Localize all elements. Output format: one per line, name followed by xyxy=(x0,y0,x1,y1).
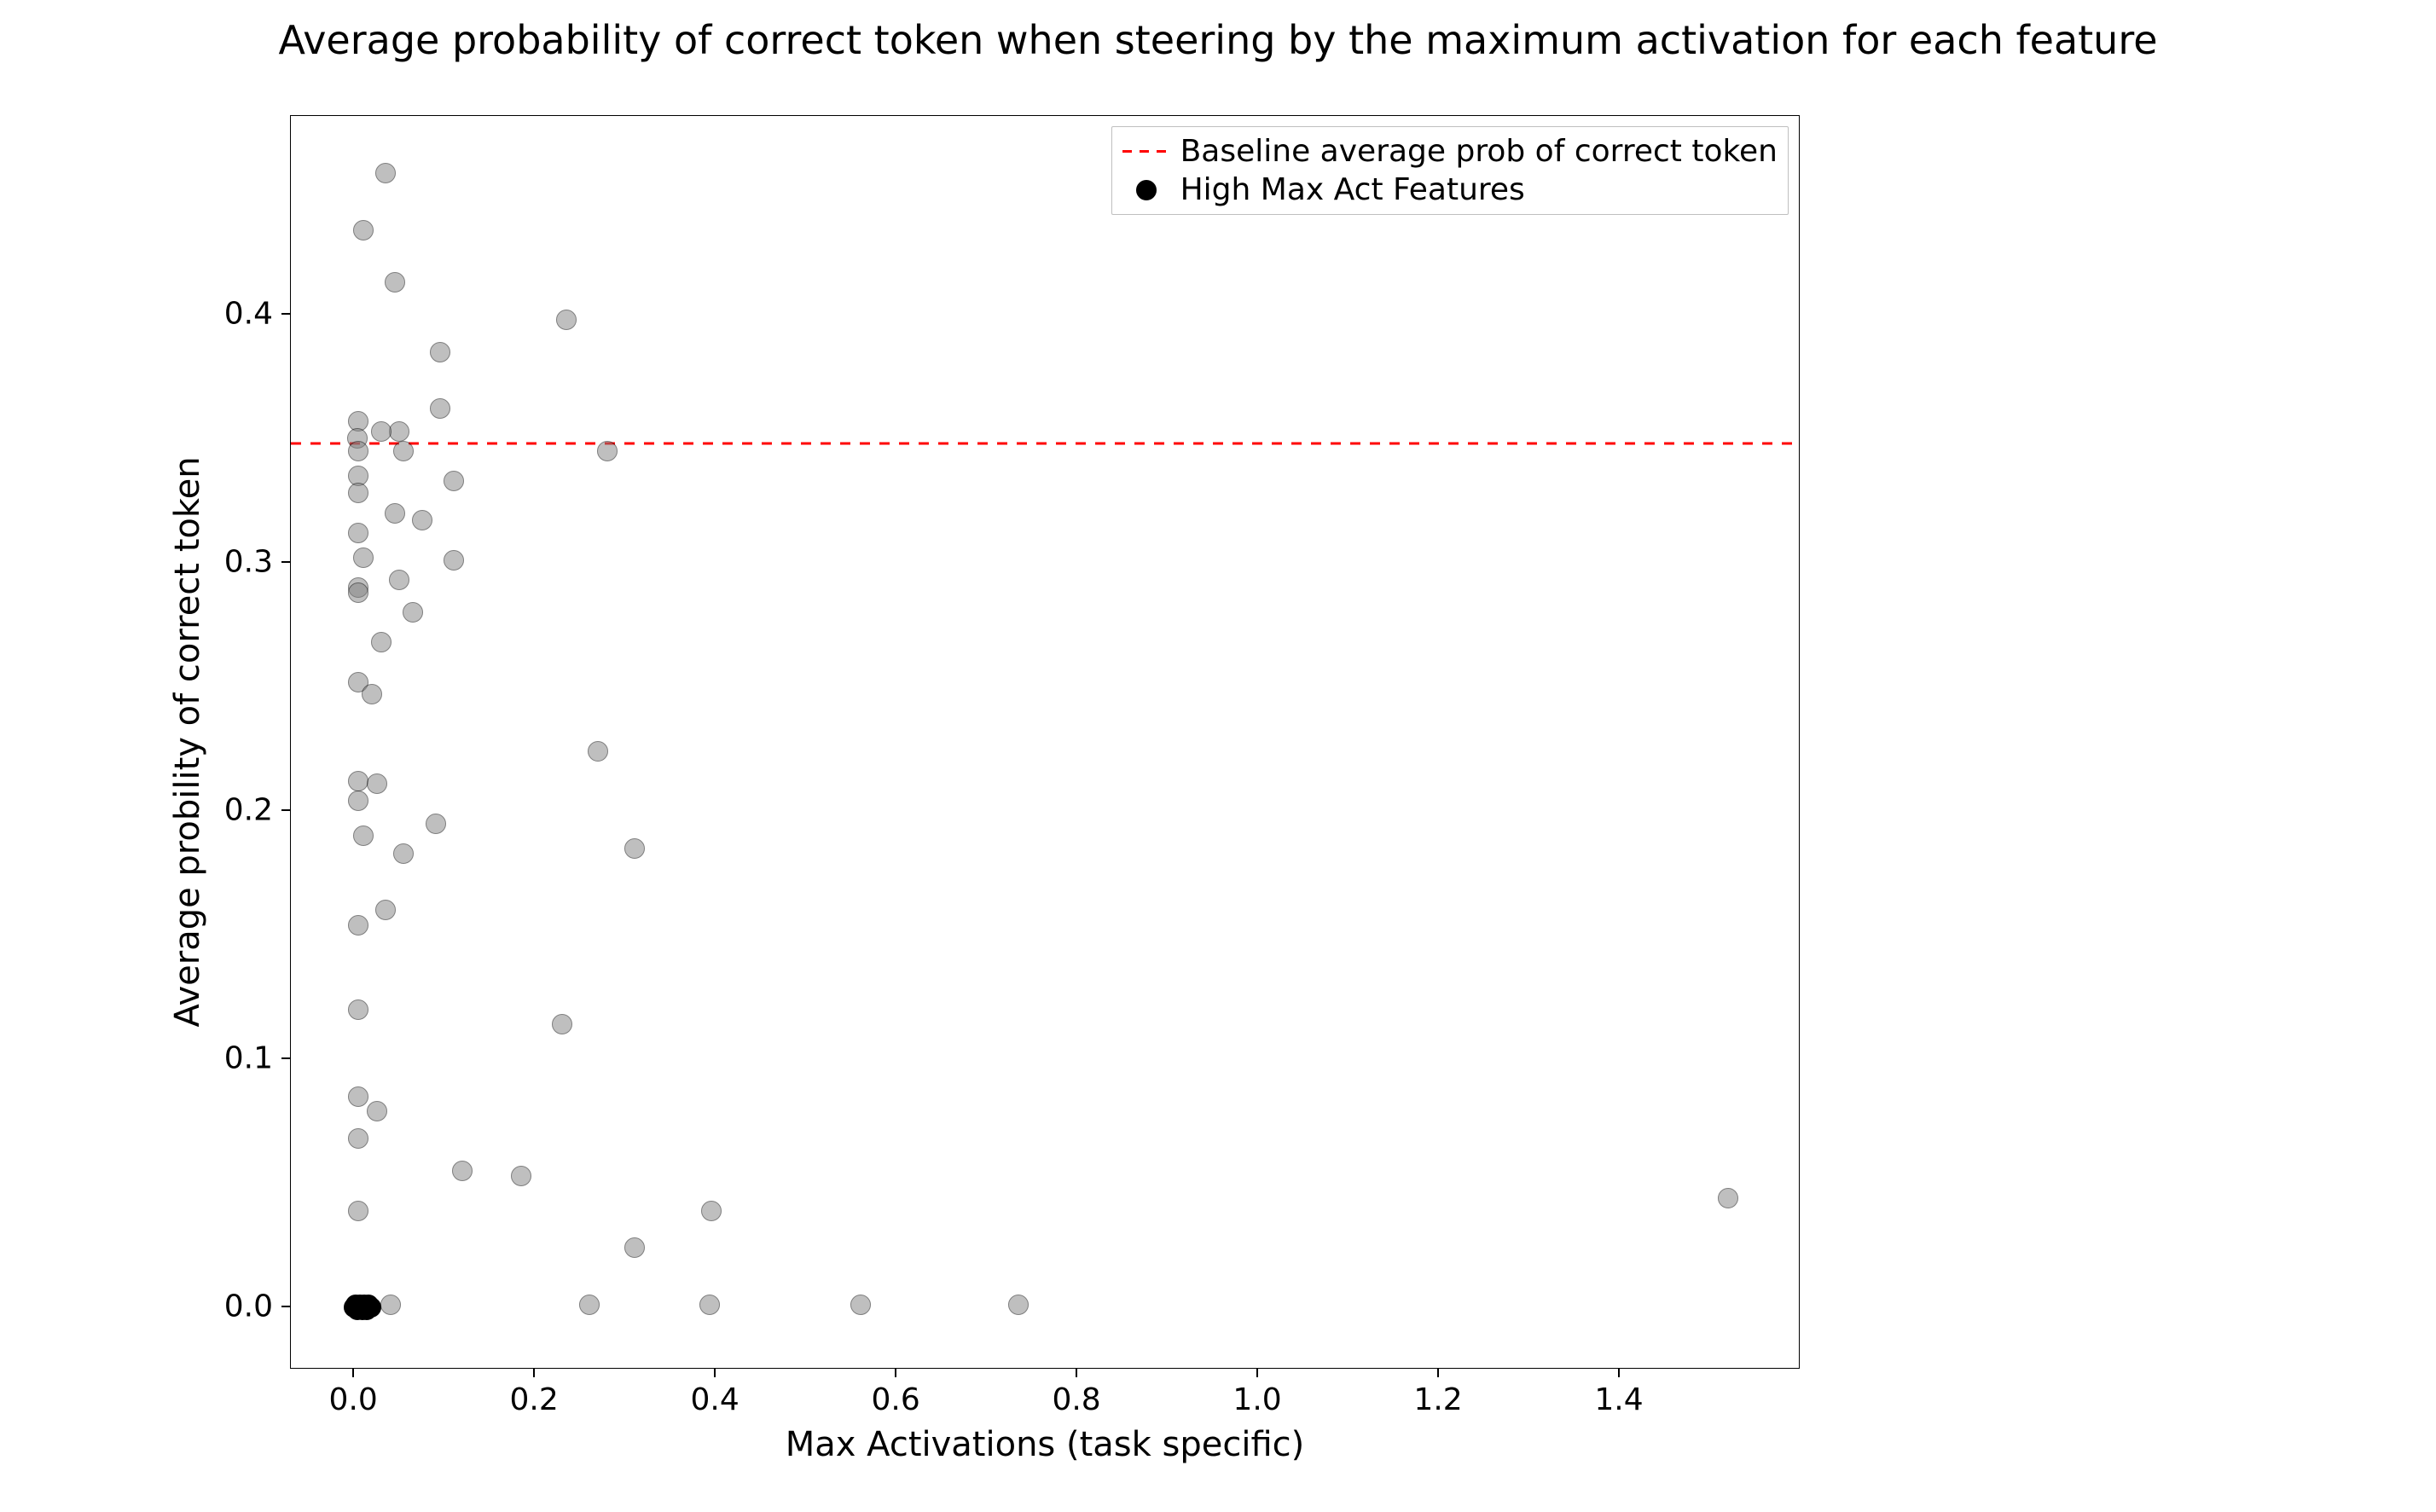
legend-label-baseline: Baseline average prob of correct token xyxy=(1180,134,1778,169)
x-tick-label: 0.8 xyxy=(1052,1382,1100,1417)
scatter-point xyxy=(597,441,618,461)
scatter-point xyxy=(412,510,432,530)
scatter-point xyxy=(1718,1188,1738,1208)
y-tick-label: 0.4 xyxy=(224,296,273,331)
legend-marker-sample xyxy=(1136,180,1157,200)
y-tick-mark xyxy=(281,313,290,315)
scatter-point xyxy=(385,503,405,524)
scatter-point xyxy=(348,915,368,936)
scatter-point xyxy=(367,773,387,794)
scatter-point xyxy=(348,582,368,603)
scatter-point xyxy=(353,220,374,240)
scatter-point xyxy=(588,741,608,762)
legend-entry-series: High Max Act Features xyxy=(1122,172,1778,207)
scatter-point xyxy=(371,632,392,652)
scatter-point xyxy=(348,999,368,1020)
scatter-point xyxy=(1008,1295,1029,1315)
x-tick-mark xyxy=(1076,1369,1077,1377)
legend: Baseline average prob of correct token H… xyxy=(1111,126,1789,215)
scatter-point xyxy=(348,441,368,461)
x-tick-mark xyxy=(1256,1369,1258,1377)
scatter-point xyxy=(430,398,450,419)
scatter-point xyxy=(375,163,396,183)
black-cluster-point xyxy=(357,1300,377,1320)
legend-marker-wrap xyxy=(1122,180,1170,200)
scatter-point xyxy=(367,1101,387,1121)
scatter-point xyxy=(556,310,577,330)
scatter-point xyxy=(701,1201,722,1221)
scatter-point xyxy=(353,547,374,568)
y-tick-mark xyxy=(281,561,290,563)
scatter-point xyxy=(850,1295,871,1315)
scatter-point xyxy=(389,421,409,442)
x-tick-mark xyxy=(714,1369,716,1377)
scatter-point xyxy=(403,602,423,623)
x-tick-label: 0.2 xyxy=(510,1382,559,1417)
scatter-point xyxy=(385,272,405,293)
figure: Average probability of correct token whe… xyxy=(0,0,2436,1512)
scatter-point xyxy=(393,843,414,864)
y-tick-label: 0.1 xyxy=(224,1041,273,1076)
y-axis-label: Average probility of correct token xyxy=(168,456,207,1027)
plot-area: Baseline average prob of correct token H… xyxy=(290,115,1800,1369)
x-tick-label: 1.2 xyxy=(1413,1382,1462,1417)
chart-title: Average probability of correct token whe… xyxy=(0,17,2436,63)
scatter-point xyxy=(511,1166,531,1186)
x-tick-mark xyxy=(1437,1369,1439,1377)
x-tick-label: 0.6 xyxy=(871,1382,919,1417)
scatter-point xyxy=(348,1086,368,1107)
x-tick-label: 1.0 xyxy=(1232,1382,1281,1417)
scatter-point xyxy=(353,826,374,846)
scatter-point xyxy=(362,684,382,704)
x-tick-mark xyxy=(895,1369,896,1377)
scatter-point xyxy=(348,791,368,811)
scatter-point xyxy=(624,1237,645,1258)
baseline-line xyxy=(291,443,1801,445)
y-tick-mark xyxy=(281,1306,290,1307)
scatter-point xyxy=(348,1128,368,1149)
scatter-point xyxy=(348,523,368,543)
scatter-point xyxy=(393,441,414,461)
scatter-point xyxy=(380,1295,401,1315)
scatter-point xyxy=(579,1295,600,1315)
scatter-point xyxy=(552,1014,572,1034)
scatter-point xyxy=(452,1161,473,1181)
scatter-point xyxy=(375,900,396,920)
scatter-point xyxy=(430,342,450,362)
scatter-point xyxy=(348,1201,368,1221)
y-tick-label: 0.2 xyxy=(224,793,273,828)
scatter-point xyxy=(624,838,645,859)
legend-entry-baseline: Baseline average prob of correct token xyxy=(1122,134,1778,169)
legend-line-sample xyxy=(1122,150,1170,153)
scatter-point xyxy=(699,1295,720,1315)
scatter-point xyxy=(426,814,446,834)
y-tick-label: 0.0 xyxy=(224,1289,273,1324)
x-tick-label: 0.4 xyxy=(691,1382,740,1417)
scatter-point xyxy=(348,483,368,503)
y-tick-mark xyxy=(281,1057,290,1059)
scatter-point xyxy=(444,550,464,571)
x-tick-mark xyxy=(352,1369,354,1377)
x-tick-label: 0.0 xyxy=(329,1382,378,1417)
x-axis-label: Max Activations (task specific) xyxy=(786,1425,1304,1464)
y-tick-mark xyxy=(281,809,290,811)
x-tick-label: 1.4 xyxy=(1594,1382,1643,1417)
x-tick-mark xyxy=(533,1369,535,1377)
scatter-point xyxy=(444,471,464,491)
y-tick-label: 0.3 xyxy=(224,544,273,579)
scatter-point xyxy=(389,570,409,590)
legend-label-series: High Max Act Features xyxy=(1180,172,1525,207)
x-tick-mark xyxy=(1618,1369,1620,1377)
scatter-point xyxy=(371,421,392,442)
